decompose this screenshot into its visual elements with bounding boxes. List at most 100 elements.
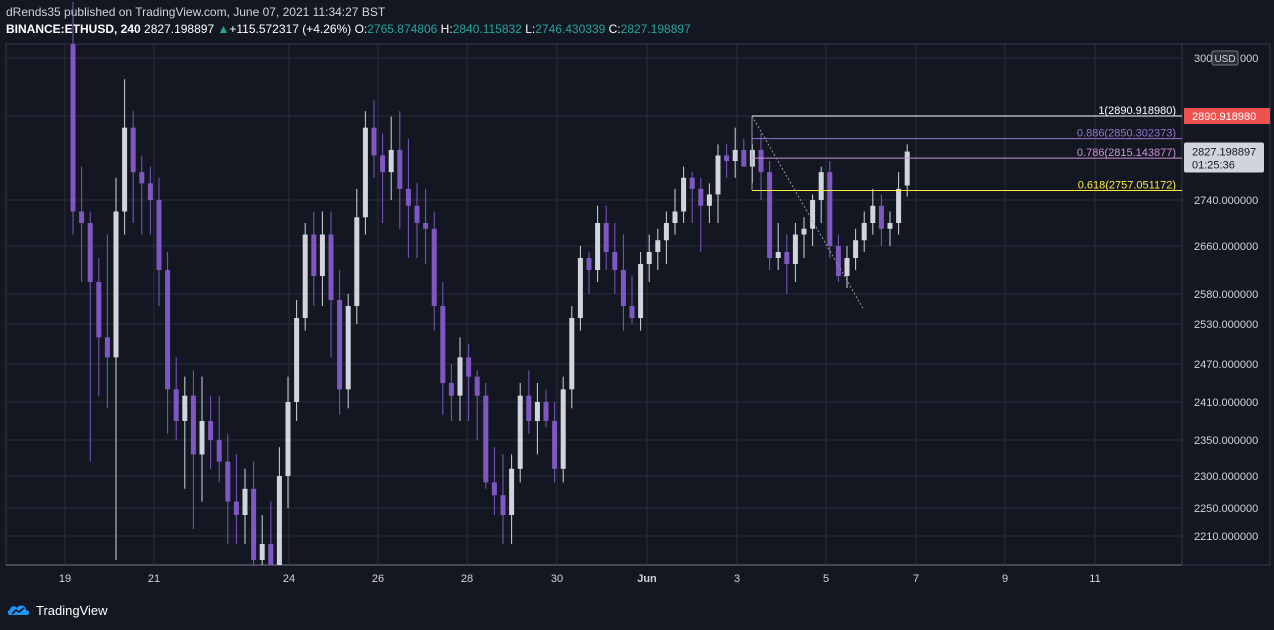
price-tick-label: 2470.000000 (1194, 359, 1258, 371)
candle-body (147, 183, 153, 200)
candle (543, 389, 549, 428)
candle-body (835, 246, 841, 276)
price-tag-red-label: 2890.918980 (1192, 111, 1256, 123)
fib-trend-line (751, 115, 865, 311)
candle-body (242, 488, 248, 515)
candle-body (509, 468, 515, 515)
candle-body (380, 155, 386, 173)
price-tick-label: 2580.000000 (1194, 289, 1258, 301)
candle-body (208, 421, 214, 440)
tradingview-footer[interactable]: TradingView (6, 602, 108, 618)
candle-body (887, 223, 893, 229)
candle (190, 370, 196, 529)
candle (337, 270, 343, 415)
candle-body (156, 200, 162, 270)
candle-body (483, 395, 489, 483)
candle (233, 454, 239, 544)
time-tick-label: 24 (283, 573, 295, 585)
candle (423, 188, 429, 264)
time-tick-label: 28 (461, 573, 473, 585)
fibonacci-retracement[interactable]: 1(2890.918980) 0.886(2850.302373) 0.786(28… (751, 105, 1182, 311)
candle (853, 228, 859, 270)
candle-body (775, 252, 781, 258)
candle-body (233, 501, 239, 515)
candle-body (861, 223, 867, 241)
bar-countdown: 01:25:36 (1192, 159, 1235, 171)
ohlc-legend: BINANCE:ETHUSD, 240 2827.198897 ▲+115.57… (6, 22, 691, 36)
candle-body (500, 495, 506, 515)
candle (113, 177, 119, 560)
candle-body (216, 440, 222, 462)
candle-body (96, 282, 102, 338)
candle-body (758, 149, 764, 173)
candle (165, 252, 171, 434)
candle (371, 100, 377, 178)
candle (577, 246, 583, 331)
candlestick-chart[interactable]: 1(2890.918980) 0.886(2850.302373) 0.786(28… (0, 0, 1274, 600)
candle (380, 133, 386, 223)
candle (646, 234, 652, 282)
candle (182, 376, 188, 489)
candle-body (173, 389, 179, 421)
candle-body (698, 188, 704, 206)
candle-body (285, 402, 291, 476)
candle (405, 138, 411, 258)
candle (835, 234, 841, 282)
candle-body (165, 270, 171, 390)
candle-body (904, 151, 910, 186)
candle-body (319, 234, 325, 276)
candle (827, 161, 833, 258)
candle (96, 258, 102, 396)
candle-body (672, 211, 678, 223)
change-value: +115.572317 (+4.26%) (229, 22, 352, 36)
candle (896, 172, 902, 235)
fib-level-label: 0.618(2757.051172) (1078, 180, 1176, 192)
candle-body (268, 544, 274, 565)
candle (844, 246, 850, 288)
price-tick-label: 300 (1194, 53, 1212, 65)
candle-body (182, 395, 188, 421)
candle-body (405, 188, 411, 206)
candle-body (689, 177, 695, 189)
candle (603, 205, 609, 270)
candle-body (423, 223, 429, 229)
candle (715, 144, 721, 223)
candle-body (577, 258, 583, 318)
chart-grid (5, 43, 1271, 566)
candle (242, 468, 248, 544)
candle (870, 188, 876, 235)
candle-body (130, 127, 136, 173)
candle (328, 211, 334, 358)
candle (775, 223, 781, 270)
fib-level-label: 1(2890.918980) (1098, 105, 1176, 117)
candle-body (294, 318, 300, 402)
candle-body (741, 149, 747, 167)
time-axis[interactable]: 19 21 24 26 28 30 Jun 3 5 7 9 11 (59, 573, 1101, 585)
candle-body (595, 223, 601, 270)
price-tick-label: 2740.000000 (1194, 195, 1258, 207)
candle-body (113, 211, 119, 358)
close-label: C: (608, 22, 621, 36)
price-tick-label: 000 (1240, 53, 1258, 65)
price-tick-label: 2660.000000 (1194, 241, 1258, 253)
price-axis[interactable]: 300 USD 000 2740.000000 2660.000000 2580.0000… (1184, 50, 1270, 543)
candle (801, 217, 807, 258)
candle-body (311, 234, 317, 276)
candle (147, 166, 153, 235)
candle (457, 337, 463, 421)
time-tick-label: 19 (59, 573, 71, 585)
candle (448, 364, 454, 421)
candle (586, 252, 592, 294)
candle-body (276, 476, 282, 565)
candle (534, 383, 540, 455)
candle (130, 111, 136, 223)
candle (199, 376, 205, 502)
time-tick-label: 30 (551, 573, 563, 585)
candle (156, 177, 162, 306)
time-tick-label: 3 (734, 573, 740, 585)
candle (706, 183, 712, 223)
last-price-value: 2827.198897 (1192, 146, 1256, 158)
candle (818, 166, 824, 223)
candle-body (345, 306, 351, 390)
candle-body (362, 127, 368, 218)
